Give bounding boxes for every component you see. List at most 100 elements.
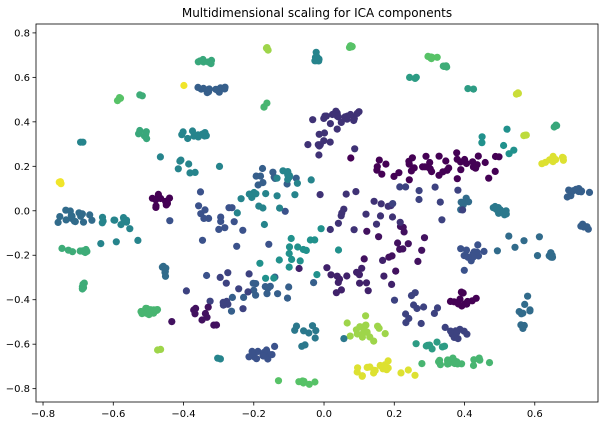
data-point: [405, 176, 413, 184]
data-point: [198, 316, 206, 324]
data-point: [464, 85, 472, 93]
data-point: [436, 198, 444, 206]
data-point: [250, 286, 258, 294]
data-point: [295, 264, 303, 273]
data-point: [110, 216, 118, 224]
data-point: [451, 359, 459, 368]
data-point: [514, 89, 522, 97]
data-point: [356, 279, 364, 287]
data-point: [410, 301, 418, 309]
data-point: [271, 342, 279, 350]
data-point: [143, 135, 151, 143]
data-point: [206, 297, 214, 305]
data-point: [201, 309, 209, 318]
data-point: [446, 297, 455, 305]
data-point: [394, 239, 402, 247]
data-point: [315, 151, 323, 159]
data-point: [212, 321, 221, 329]
data-point: [427, 53, 435, 61]
data-point: [293, 179, 301, 187]
data-point: [352, 188, 360, 196]
data-point: [326, 138, 334, 146]
data-point: [120, 215, 128, 223]
chart-title: Multidimensional scaling for ICA compone…: [182, 6, 452, 20]
data-point: [225, 204, 233, 212]
data-point: [117, 221, 125, 229]
y-tick-label: −0.4: [6, 295, 30, 306]
data-point: [263, 99, 271, 107]
data-point: [563, 193, 571, 201]
data-point: [153, 306, 161, 314]
data-point: [428, 345, 436, 353]
data-point: [275, 256, 283, 264]
data-point: [285, 249, 293, 258]
data-point: [384, 357, 392, 365]
data-point: [395, 169, 403, 177]
data-point: [585, 188, 594, 196]
data-point: [204, 58, 212, 66]
data-point: [54, 218, 62, 226]
data-point: [285, 263, 293, 271]
data-point: [312, 55, 320, 63]
data-point: [441, 323, 449, 331]
data-point: [412, 340, 420, 348]
data-point: [274, 290, 282, 298]
data-point: [390, 172, 398, 180]
data-point: [320, 114, 328, 122]
data-point: [373, 163, 381, 171]
data-point: [524, 292, 532, 300]
data-point: [493, 247, 501, 255]
data-point: [358, 264, 366, 272]
data-point: [535, 233, 544, 241]
data-point: [259, 352, 267, 360]
data-point: [418, 360, 426, 368]
data-point: [279, 167, 287, 175]
data-point: [314, 141, 322, 149]
data-point: [458, 302, 466, 310]
data-point: [481, 158, 489, 167]
data-point: [420, 303, 428, 311]
data-point: [348, 43, 356, 51]
data-point: [396, 218, 404, 226]
data-point: [346, 332, 354, 340]
data-point: [56, 213, 64, 221]
data-point: [388, 252, 396, 260]
data-point: [338, 209, 346, 217]
data-point: [363, 227, 371, 235]
data-point: [377, 362, 385, 370]
data-point: [382, 160, 390, 168]
data-point: [219, 298, 227, 306]
data-point: [112, 238, 120, 246]
data-point: [389, 200, 397, 208]
data-point: [317, 225, 325, 233]
data-point: [308, 322, 317, 330]
data-point: [584, 225, 592, 233]
data-point: [415, 195, 423, 204]
data-point: [323, 264, 331, 272]
data-point: [204, 303, 212, 311]
data-point: [191, 168, 199, 176]
data-point: [435, 152, 443, 160]
data-point: [350, 116, 358, 125]
data-point: [526, 306, 534, 314]
data-point: [201, 206, 209, 214]
y-tick-label: 0.8: [14, 28, 30, 39]
data-point: [404, 240, 412, 248]
y-tick-label: 0.2: [14, 162, 30, 173]
data-point: [254, 347, 262, 355]
data-point: [198, 236, 207, 244]
data-point: [310, 279, 318, 287]
data-point: [177, 156, 185, 164]
data-point: [503, 125, 511, 133]
x-tick-label: 0.2: [386, 409, 402, 420]
data-point: [380, 272, 388, 280]
data-point: [337, 118, 345, 126]
data-point: [550, 123, 558, 131]
data-point: [184, 134, 192, 143]
data-point: [311, 378, 319, 386]
data-point: [362, 210, 370, 218]
data-point: [233, 209, 241, 217]
data-point: [370, 197, 378, 205]
data-point: [313, 271, 321, 279]
data-point: [214, 354, 222, 362]
